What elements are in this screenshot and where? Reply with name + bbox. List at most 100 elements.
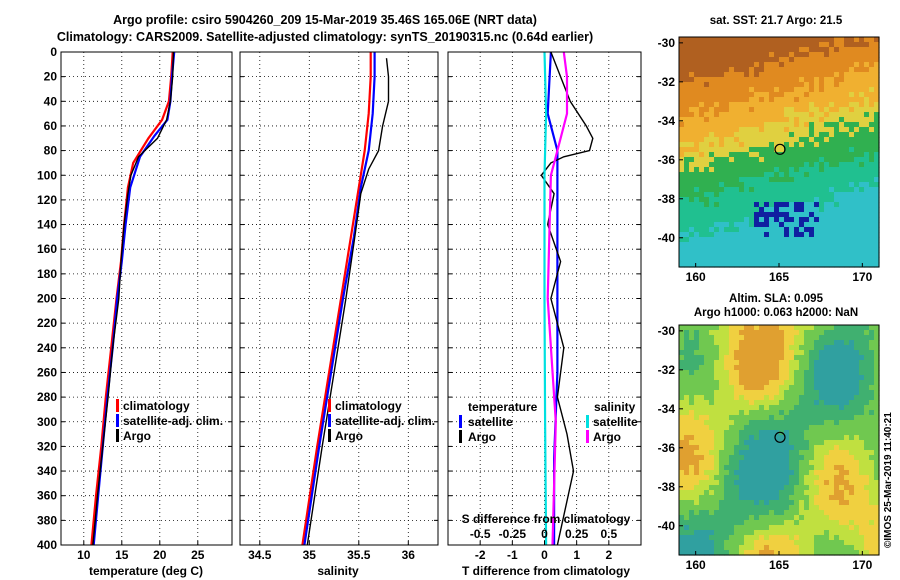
map-cell xyxy=(804,232,810,238)
map-cell xyxy=(859,370,865,376)
map-cell xyxy=(864,440,870,446)
map-cell xyxy=(854,405,860,411)
map-cell xyxy=(749,435,755,441)
map-cell xyxy=(809,222,815,228)
map-cell xyxy=(789,470,795,476)
map-cell xyxy=(699,192,705,198)
map-cell xyxy=(864,187,870,193)
map-cell xyxy=(754,137,760,143)
map-cell xyxy=(794,57,800,63)
map-cell xyxy=(719,510,725,516)
map-cell xyxy=(719,257,725,263)
map-cell xyxy=(694,252,700,258)
map-cell xyxy=(804,117,810,123)
map-cell xyxy=(714,152,720,158)
map-cell xyxy=(869,350,875,356)
map-cell xyxy=(794,37,800,43)
map-cell xyxy=(824,530,830,536)
map-cell xyxy=(759,400,765,406)
map-cell xyxy=(859,385,865,391)
map-cell xyxy=(699,232,705,238)
map-cell xyxy=(689,455,695,461)
map-cell xyxy=(759,202,765,208)
map-cell xyxy=(824,460,830,466)
map-cell xyxy=(814,252,820,258)
lat-tick-label: -38 xyxy=(658,192,676,206)
map-cell xyxy=(774,257,780,263)
map-cell xyxy=(794,500,800,506)
map-cell xyxy=(769,530,775,536)
map-cell xyxy=(729,227,735,233)
map-cell xyxy=(719,57,725,63)
map-cell xyxy=(729,197,735,203)
map-cell xyxy=(709,227,715,233)
map-cell xyxy=(799,440,805,446)
map-cell xyxy=(694,460,700,466)
map-cell xyxy=(744,67,750,73)
map-cell xyxy=(784,420,790,426)
map-cell xyxy=(794,525,800,531)
map-cell xyxy=(814,510,820,516)
map-cell xyxy=(704,420,710,426)
map-cell xyxy=(704,132,710,138)
map-cell xyxy=(829,37,835,43)
map-cell xyxy=(839,430,845,436)
map-cell xyxy=(734,152,740,158)
map-cell xyxy=(719,325,725,331)
map-cell xyxy=(859,117,865,123)
map-cell xyxy=(844,172,850,178)
map-cell xyxy=(874,470,880,476)
map-cell xyxy=(744,242,750,248)
map-cell xyxy=(824,182,830,188)
map-cell xyxy=(819,385,825,391)
map-cell xyxy=(794,77,800,83)
map-cell xyxy=(874,147,880,153)
map-cell xyxy=(774,515,780,521)
map-cell xyxy=(874,520,880,526)
map-cell xyxy=(719,87,725,93)
map-cell xyxy=(809,127,815,133)
map-cell xyxy=(679,77,685,83)
map-cell xyxy=(714,540,720,546)
map-cell xyxy=(759,247,765,253)
map-cell xyxy=(819,425,825,431)
map-cell xyxy=(824,340,830,346)
map-cell xyxy=(834,97,840,103)
map-cell xyxy=(704,325,710,331)
map-cell xyxy=(824,92,830,98)
map-cell xyxy=(729,420,735,426)
map-cell xyxy=(739,545,745,551)
map-cell xyxy=(734,415,740,421)
map-cell xyxy=(729,375,735,381)
map-cell xyxy=(869,247,875,253)
map-cell xyxy=(769,480,775,486)
map-cell xyxy=(849,202,855,208)
map-cell xyxy=(859,227,865,233)
map-cell xyxy=(799,202,805,208)
map-cell xyxy=(874,430,880,436)
map-cell xyxy=(719,47,725,53)
map-cell xyxy=(824,430,830,436)
map-cell xyxy=(874,182,880,188)
map-cell xyxy=(869,430,875,436)
map-cell xyxy=(729,232,735,238)
map-cell xyxy=(744,350,750,356)
map-cell xyxy=(689,435,695,441)
map-cell xyxy=(709,475,715,481)
map-cell xyxy=(784,227,790,233)
map-cell xyxy=(739,232,745,238)
map-cell xyxy=(804,335,810,341)
legend-title-salinity: salinity xyxy=(594,400,636,414)
map-cell xyxy=(709,232,715,238)
map-cell xyxy=(754,470,760,476)
map-cell xyxy=(714,137,720,143)
map-cell xyxy=(834,405,840,411)
map-cell xyxy=(769,510,775,516)
map-cell xyxy=(854,380,860,386)
map-cell xyxy=(694,325,700,331)
map-cell xyxy=(829,520,835,526)
map-cell xyxy=(694,82,700,88)
map-cell xyxy=(734,435,740,441)
map-cell xyxy=(789,530,795,536)
map-cell xyxy=(864,480,870,486)
